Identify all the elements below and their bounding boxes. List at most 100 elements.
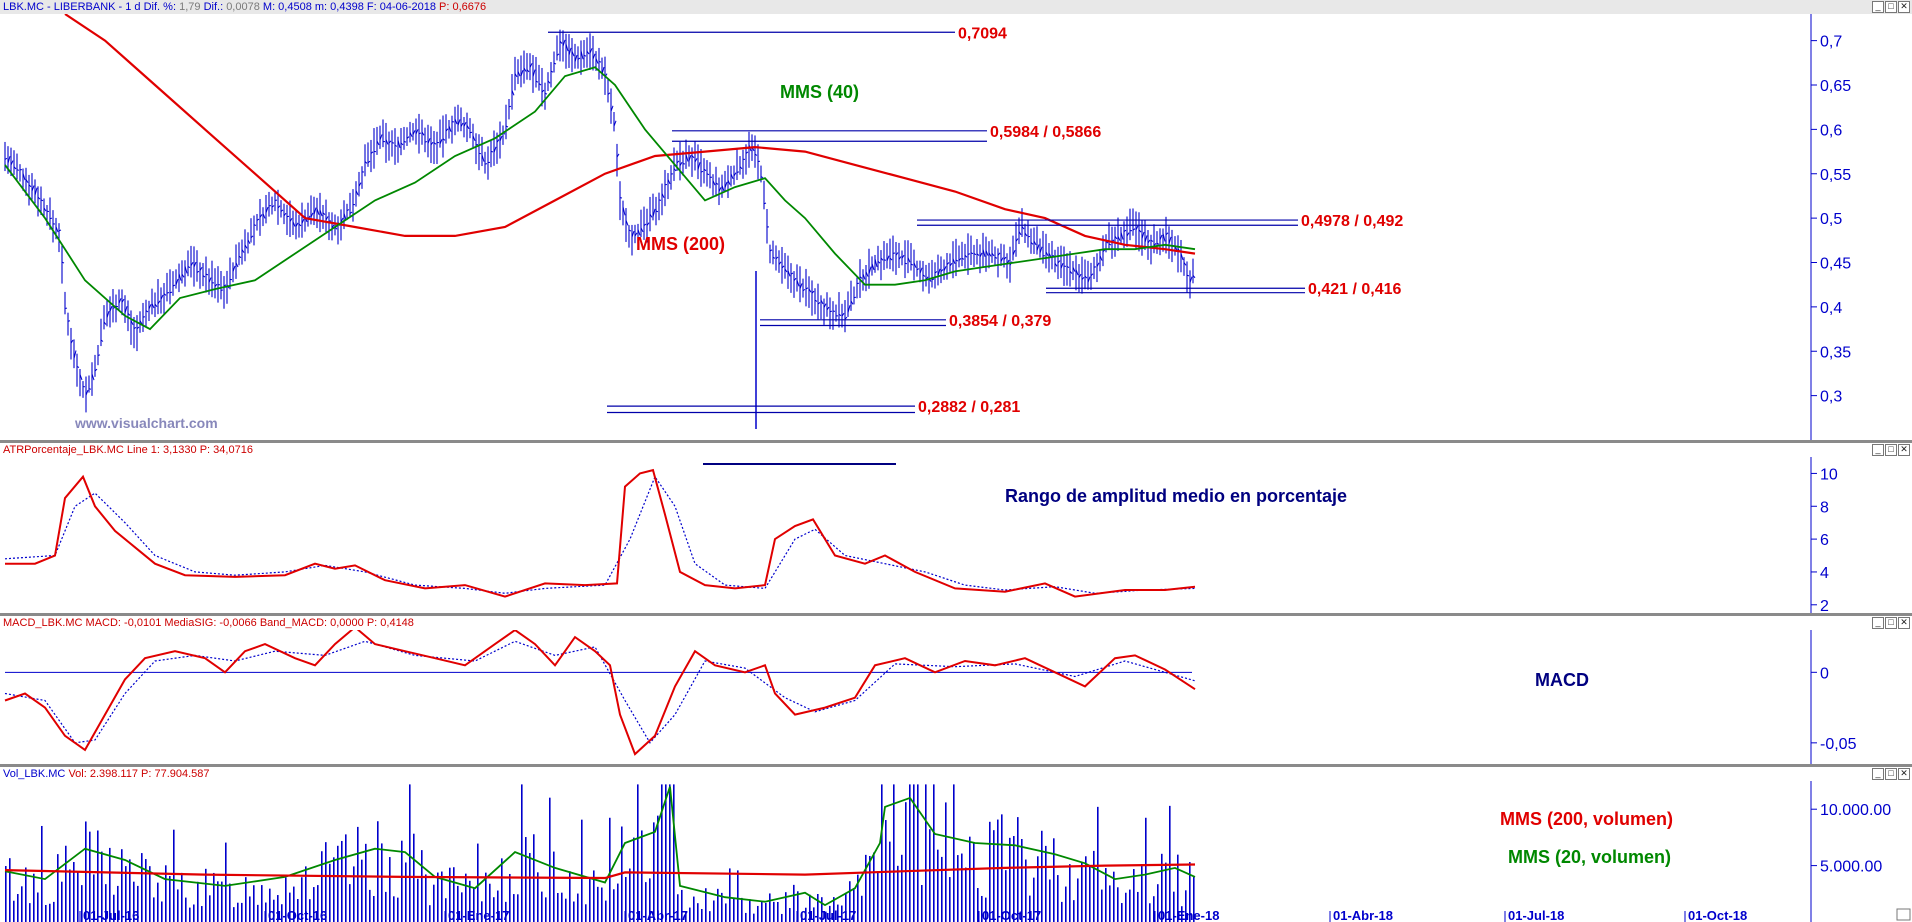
price-bar-tick	[805, 287, 809, 290]
volume-bar	[1077, 878, 1079, 922]
price-bar-tick	[577, 57, 581, 60]
volume-bar	[561, 892, 563, 922]
atr-p: P: 34,0716	[199, 444, 253, 456]
volume-bar	[381, 843, 383, 922]
macd-close-button[interactable]: ✕	[1898, 617, 1910, 629]
pane-separator-3[interactable]	[0, 764, 1912, 767]
volume-bar	[461, 892, 463, 922]
volume-bar	[329, 863, 331, 922]
price-bar-tick	[541, 89, 545, 93]
volume-bar	[1045, 845, 1047, 922]
price-bar-tick	[424, 141, 428, 143]
price-bar-tick	[1123, 229, 1127, 233]
price-bar-tick	[1162, 233, 1166, 242]
volume-bar	[137, 885, 139, 922]
volume-bar	[569, 871, 571, 922]
scale-toggle-button[interactable]	[1896, 908, 1911, 921]
price-bar-tick	[367, 160, 371, 164]
macd-value: MACD: -0,0101	[85, 617, 162, 629]
volume-bar	[241, 902, 243, 922]
price-bar-tick	[829, 310, 833, 313]
price-bar-tick	[379, 134, 383, 141]
price-bar-tick	[331, 224, 335, 229]
volume-bar	[537, 872, 539, 922]
volume-bar	[325, 842, 327, 922]
macd-maximize-button[interactable]: □	[1885, 617, 1897, 629]
volume-bar	[585, 904, 587, 922]
macd-pane[interactable]: MACD_LBK.MC MACD: -0,0101 MediaSIG: -0,0…	[0, 616, 1912, 764]
volume-bar	[893, 784, 895, 922]
volume-bar	[797, 891, 799, 922]
volume-bar	[681, 889, 683, 922]
pane-separator-2[interactable]	[0, 613, 1912, 616]
price-bar-tick	[580, 50, 584, 60]
price-bar-tick	[292, 221, 296, 227]
price-bar-tick	[589, 48, 593, 54]
volume-bar	[717, 888, 719, 922]
price-bar-tick	[250, 235, 254, 239]
pane-separator-1[interactable]	[0, 440, 1912, 443]
price-bar-tick	[772, 256, 776, 259]
volume-bar	[133, 881, 135, 922]
volume-bar	[729, 868, 731, 922]
price-pane[interactable]: LBK.MC - LIBERBANK - 1 d Dif. %: 1,79 Di…	[0, 0, 1912, 440]
price-bar-tick	[1189, 276, 1193, 283]
price-bar-tick	[421, 131, 425, 136]
price-bar-tick	[1087, 276, 1091, 283]
price-bar-tick	[640, 227, 644, 233]
volume-bar	[313, 887, 315, 922]
price-minimize-button[interactable]: _	[1872, 1, 1884, 13]
price-bar-tick	[133, 327, 137, 330]
volume-bar	[277, 895, 279, 922]
price-bar-tick	[532, 69, 536, 77]
price-close-button[interactable]: ✕	[1898, 1, 1910, 13]
volume-bar	[565, 898, 567, 922]
price-bar-tick	[163, 293, 167, 296]
volume-bar	[861, 895, 863, 922]
volume-bar	[281, 904, 283, 922]
vol-maximize-button[interactable]: □	[1885, 768, 1897, 780]
volume-bar	[1037, 856, 1039, 922]
volume-bar	[265, 902, 267, 922]
price-bar-tick	[58, 229, 62, 232]
volume-bar	[481, 901, 483, 922]
price-bar-tick	[469, 131, 473, 134]
volume-bar	[973, 842, 975, 922]
atr-maximize-button[interactable]: □	[1885, 444, 1897, 456]
price-bar-tick	[685, 154, 689, 162]
volume-bar	[637, 784, 639, 922]
volume-bar	[257, 904, 259, 922]
price-bar-tick	[70, 339, 74, 344]
price-maximize-button[interactable]: □	[1885, 1, 1897, 13]
volume-bar	[625, 876, 627, 922]
volume-bar	[733, 897, 735, 922]
volume-bar	[13, 900, 15, 922]
volume-bar	[737, 870, 739, 922]
price-bar-tick	[55, 226, 59, 233]
atr-close-button[interactable]: ✕	[1898, 444, 1910, 456]
vol-close-button[interactable]: ✕	[1898, 768, 1910, 780]
volume-bar	[145, 859, 147, 922]
price-bar-tick	[262, 213, 266, 219]
volume-bar	[1193, 876, 1195, 922]
price-bar-tick	[775, 256, 779, 260]
price-bar-tick	[514, 73, 518, 78]
price-bar-tick	[88, 388, 92, 390]
volume-bar	[357, 826, 359, 922]
macd-minimize-button[interactable]: _	[1872, 617, 1884, 629]
price-bar-tick	[886, 255, 890, 262]
atr-pane[interactable]: ATRPorcentaje_LBK.MC Line 1: 3,1330 P: 3…	[0, 443, 1912, 613]
atr-minimize-button[interactable]: _	[1872, 444, 1884, 456]
price-bar-tick	[778, 261, 782, 265]
price-bar-tick	[679, 161, 683, 166]
volume-bar	[1021, 839, 1023, 922]
price-bar-tick	[613, 120, 617, 127]
price-bar-tick	[280, 209, 284, 212]
mms40-line	[4, 66, 1196, 331]
price-bar-tick	[16, 169, 20, 171]
volume-bar	[813, 907, 815, 922]
price-bar-tick	[1180, 253, 1184, 261]
vol-minimize-button[interactable]: _	[1872, 768, 1884, 780]
volume-bar	[777, 901, 779, 922]
volume-pane[interactable]: Vol_LBK.MC Vol: 2.398.117 P: 77.904.587 …	[0, 767, 1912, 922]
